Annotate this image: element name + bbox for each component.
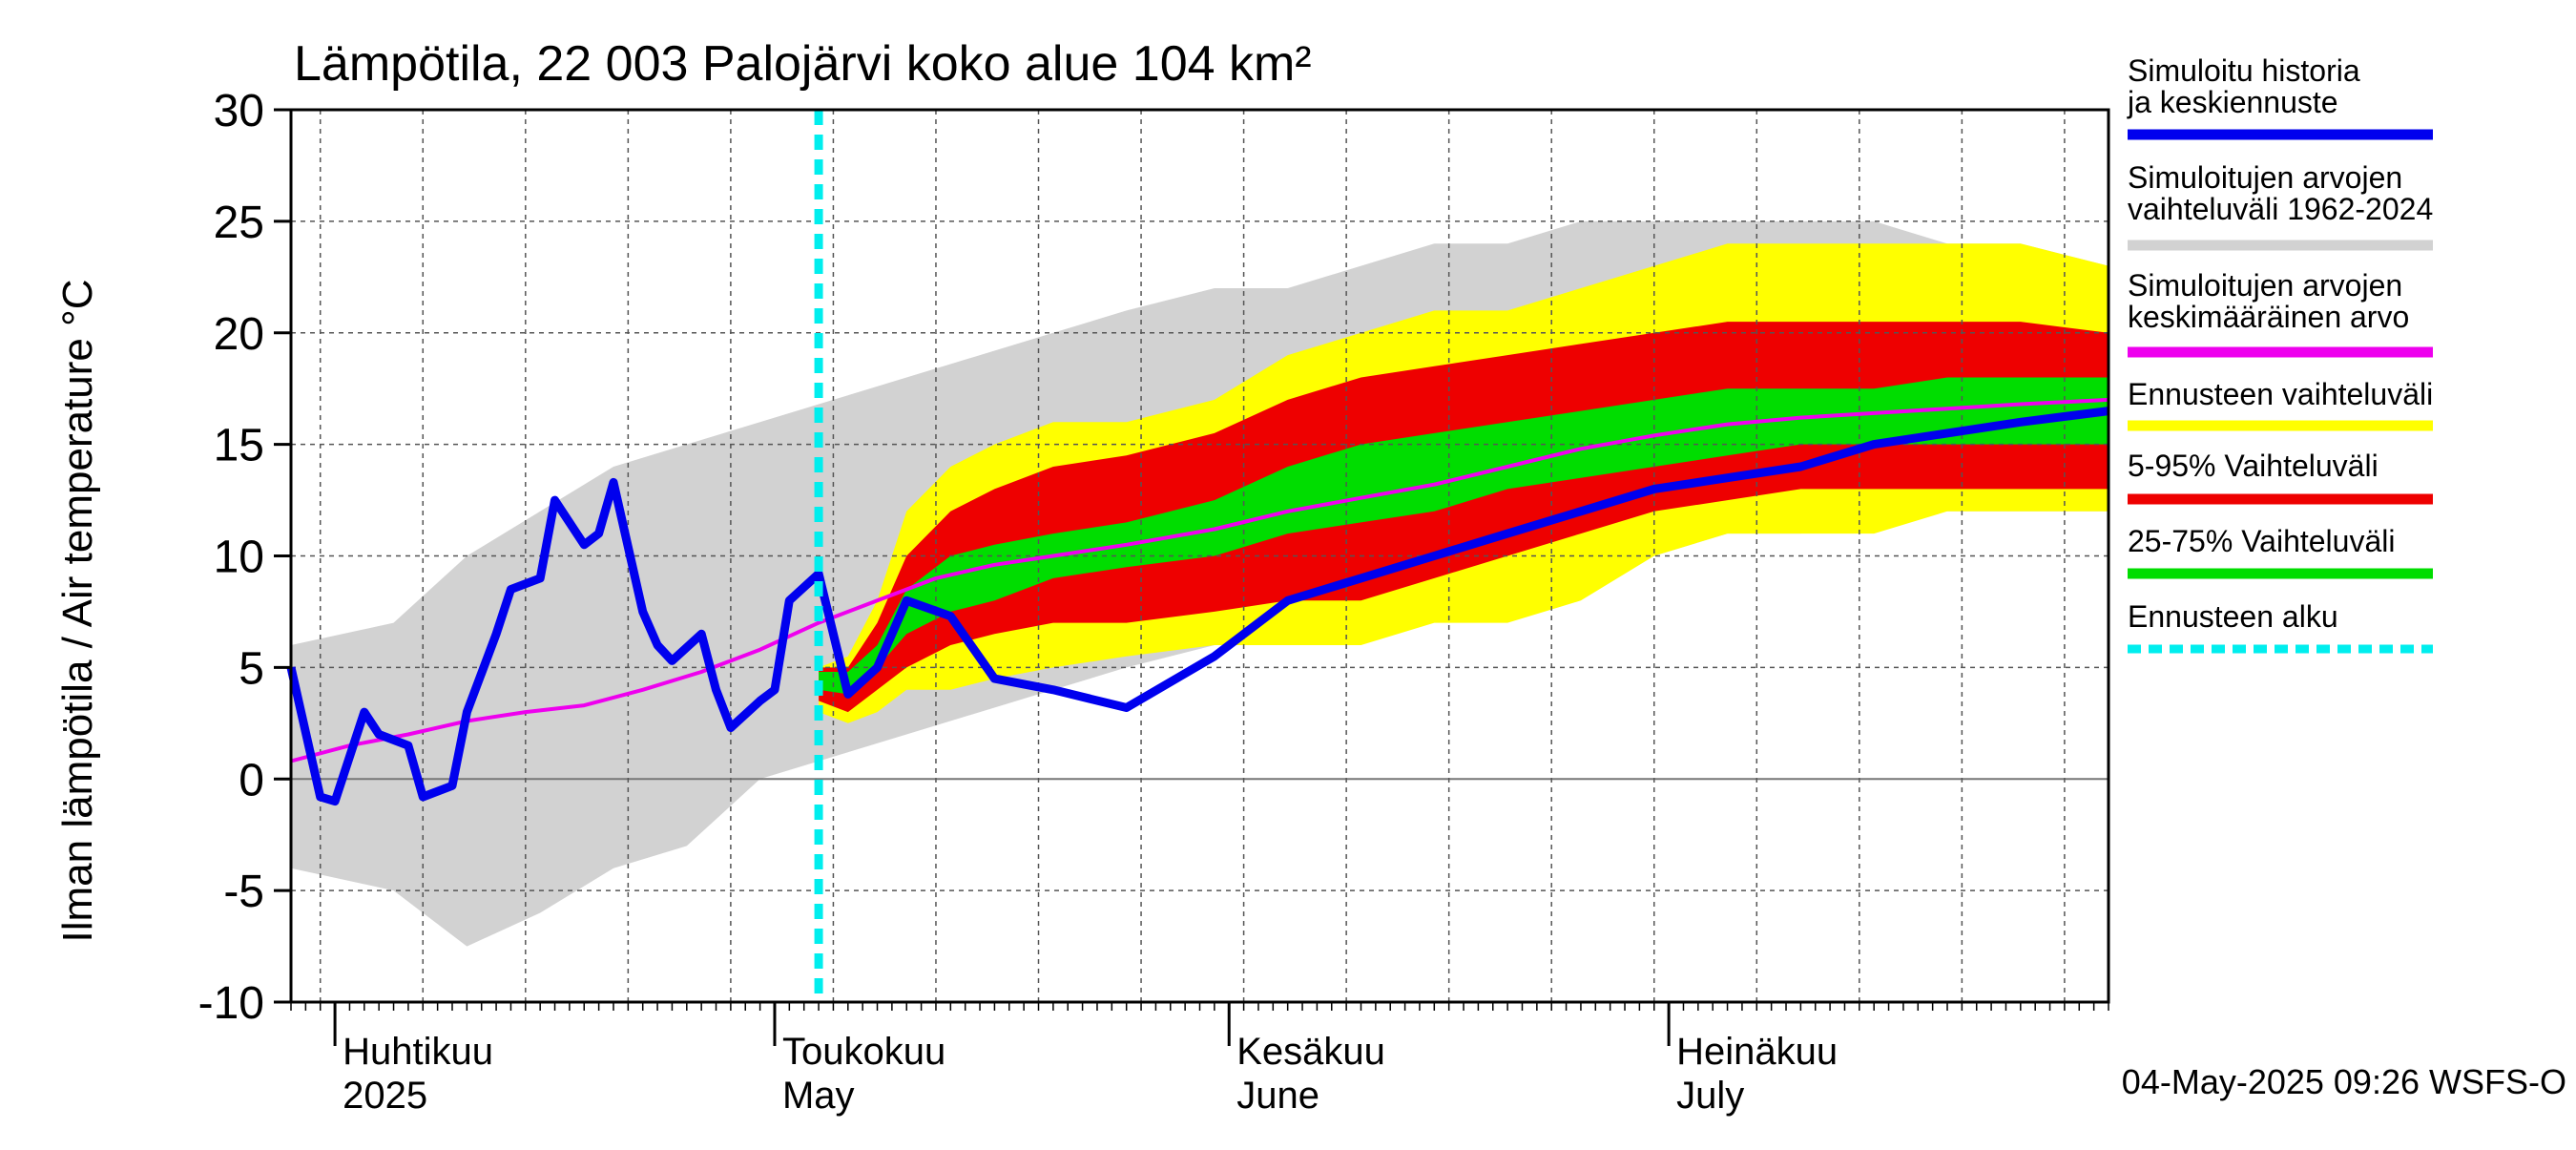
legend-label: ja keskiennuste bbox=[2127, 85, 2338, 119]
chart-title: Lämpötila, 22 003 Palojärvi koko alue 10… bbox=[294, 36, 1312, 92]
series-line-simuloitu-historia-ja-keskiennuste bbox=[286, 407, 2109, 806]
legend-label: 5-95% Vaihteluväli bbox=[2128, 449, 2379, 483]
legend-label: Simuloitu historia bbox=[2128, 53, 2360, 88]
y-tick-label: 30 bbox=[214, 86, 264, 136]
y-tick-label: 15 bbox=[214, 421, 264, 471]
legend-label: Ennusteen vaihteluväli bbox=[2128, 377, 2433, 411]
legend-label: Ennusteen alku bbox=[2128, 599, 2338, 634]
legend-label: vaihteluväli 1962-2024 bbox=[2128, 192, 2433, 226]
x-month-sublabel: 2025 bbox=[343, 1075, 427, 1117]
legend-label: Simuloitujen arvojen bbox=[2128, 160, 2402, 195]
y-tick-label: 5 bbox=[239, 643, 264, 694]
legend-label: Simuloitujen arvojen bbox=[2128, 268, 2402, 303]
timestamp: 04-May-2025 09:26 WSFS-O bbox=[2122, 1062, 2566, 1101]
x-month-sublabel: July bbox=[1676, 1075, 1744, 1117]
x-month-label: Heinäkuu bbox=[1676, 1031, 1838, 1073]
legend-label: 25-75% Vaihteluväli bbox=[2128, 524, 2395, 558]
x-month-sublabel: June bbox=[1236, 1075, 1319, 1117]
x-month-label: Huhtikuu bbox=[343, 1031, 493, 1073]
lines-layer bbox=[286, 110, 2109, 1002]
legend-item-5-95-vaihteluv-li: 5-95% Vaihteluväli bbox=[2128, 449, 2433, 505]
x-month-label: Toukokuu bbox=[782, 1031, 945, 1073]
x-month-label: Kesäkuu bbox=[1236, 1031, 1385, 1073]
legend-item-25-75-vaihteluv-li: 25-75% Vaihteluväli bbox=[2128, 524, 2433, 579]
y-tick-label: 10 bbox=[214, 533, 264, 583]
legend-item-ennusteen-vaihteluv-li: Ennusteen vaihteluväli bbox=[2128, 377, 2433, 431]
y-tick-label: 25 bbox=[214, 198, 264, 248]
band-25-75-vaihteluv-li bbox=[819, 377, 2109, 695]
y-axis-label: Ilman lämpötila / Air temperature °C bbox=[54, 280, 101, 943]
axis-layer: -10-5051015202530Huhtikuu2025ToukokuuMay… bbox=[198, 86, 2110, 1117]
x-month-sublabel: May bbox=[782, 1075, 855, 1117]
legend-label: keskimääräinen arvo bbox=[2128, 300, 2409, 334]
legend-item-ennusteen-alku: Ennusteen alku bbox=[2128, 599, 2433, 654]
y-tick-label: -10 bbox=[198, 978, 264, 1029]
bands-layer bbox=[291, 220, 2109, 947]
y-tick-label: 0 bbox=[239, 755, 264, 805]
y-tick-label: -5 bbox=[223, 867, 264, 917]
y-tick-label: 20 bbox=[214, 309, 264, 360]
series-line-simuloitujen-arvojen-keskim-r-inen-arvo bbox=[290, 397, 2109, 763]
